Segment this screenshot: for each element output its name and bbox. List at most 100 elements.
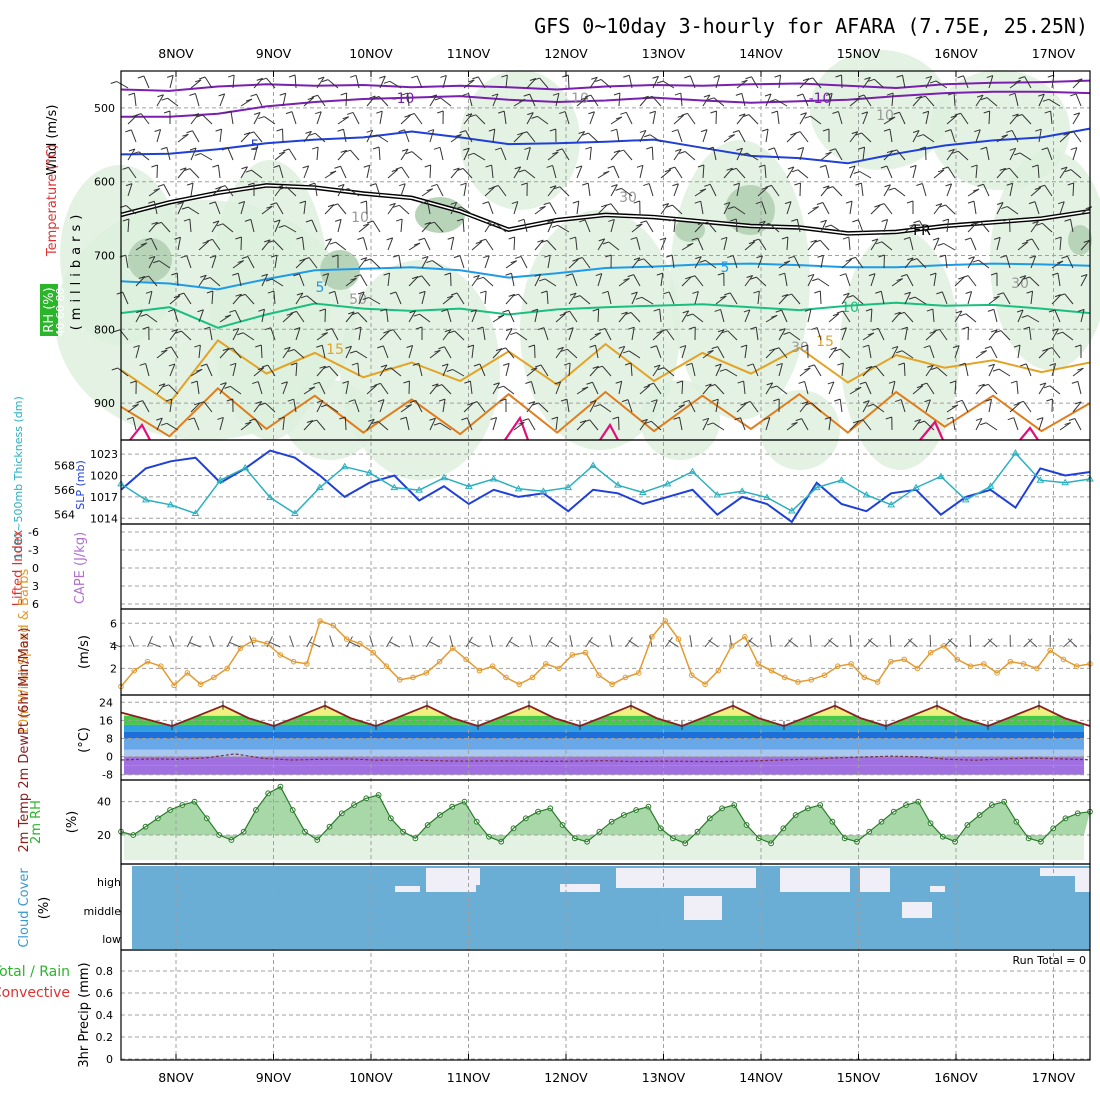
wind-barb-flag [613,150,621,153]
wind-barb-flag [1015,114,1023,117]
wind-barb [1013,417,1019,431]
wind-barb [177,237,181,251]
wind-barb [925,76,933,89]
wind-barb-flag [549,185,557,189]
wind-barb-flag [651,399,658,403]
wind-barb [462,168,473,179]
wind-barb-flag [753,290,760,294]
wind-barb [702,94,711,107]
wind-barb [807,274,815,287]
wind-barb [608,241,620,251]
wind-barb [337,184,345,197]
thickness-marker [365,468,374,476]
wind-barb [529,93,536,107]
wind10-barb [708,639,719,648]
wind-barb [835,148,843,161]
wind-barb-flag [183,168,191,172]
wind-barb [476,401,486,413]
wind-barb-flag [730,167,737,171]
wind-barb [316,419,326,431]
wind-barb-flag [464,380,471,384]
wind-barb [400,183,406,197]
wind-barb [645,220,654,233]
wind-barb-flag [1064,218,1071,222]
wind-barb [842,310,851,323]
wind-barb [408,276,419,287]
wind-barb [156,129,162,143]
wind-barb-flag [349,74,357,78]
wind-barb [1072,401,1082,413]
li-tick-label: -6 [28,526,39,539]
wind-barb-flag [886,92,894,96]
wind-barb [544,278,557,287]
wind10-barb [329,635,334,648]
wind-barb [366,130,374,143]
wind10-barb [668,639,679,648]
wind-barb-flag [1018,76,1025,80]
wind-barb-flag [664,169,672,173]
rh-shading [285,380,375,460]
wind-barb [382,345,389,359]
wind-barb [796,219,801,233]
wind-barb-flag [1029,255,1036,259]
cloud-cover-gap [616,868,756,888]
wind-barb [482,327,486,341]
wind-barb-flag [1060,166,1068,170]
wind-barb-flag [991,329,998,333]
wind-barb-flag [871,238,879,242]
wind-barb [639,385,651,395]
wind10-barb [545,636,553,648]
wind-barb-flag [250,146,258,150]
wind10-marker [596,672,602,679]
thickness-marker [638,488,647,496]
rh-shading-dense [675,218,705,242]
wind-barb-flag [113,329,121,333]
wind-barb [789,331,801,341]
wind-barb-flag [932,237,940,241]
wind-barb-flag [904,291,911,295]
wind-barb-flag [875,241,883,245]
wind-barb [1048,98,1061,107]
wind-barb-flag [918,420,925,424]
wind-barb [1031,238,1040,251]
wind-barb-flag [546,164,553,168]
wind-barb [368,297,381,305]
wind-barb-flag [168,363,176,367]
wind-barb [1027,315,1040,323]
wind-barb-flag [775,309,782,313]
wind-barb-flag [1061,255,1068,259]
wind10-marker [144,658,151,665]
wind-barb [744,345,748,359]
wind-barb-flag [559,312,566,316]
wind-barb-flag [560,398,568,402]
wind-barb [616,129,620,143]
cape-axis-label: CAPE (J/kg) [73,532,88,604]
wind-barb [653,382,662,395]
wind-barb [324,238,332,251]
wind-barb [840,348,851,359]
wind-barb-flag [674,92,682,96]
wind-barb-flag [913,220,920,224]
wind-barb-flag [573,295,581,299]
wind10-unit-label: (m/s) [77,635,92,669]
wind-barb-flag [197,401,205,405]
thickness-marker [837,476,846,483]
wind-barb [1003,292,1011,305]
wind-barb-flag [768,147,775,151]
wind-barb-flag [706,422,714,426]
wind-barb [463,402,474,413]
wind10-barb [849,635,852,648]
wind-barb-flag [929,272,937,276]
wind10-barb [388,641,400,648]
wind-barb-flag [197,309,204,313]
wind-barb [659,309,662,323]
wind-barb [340,166,347,179]
wind-barb [868,345,872,359]
wind-barb-flag [345,345,352,349]
wind-barb-flag [286,312,293,316]
wind10-marker [1034,665,1040,672]
wind-barb-flag [308,386,316,390]
wind-barb [736,402,747,413]
wind-barb-flag [168,309,175,313]
thickness-tick-label: 568 [54,459,75,472]
